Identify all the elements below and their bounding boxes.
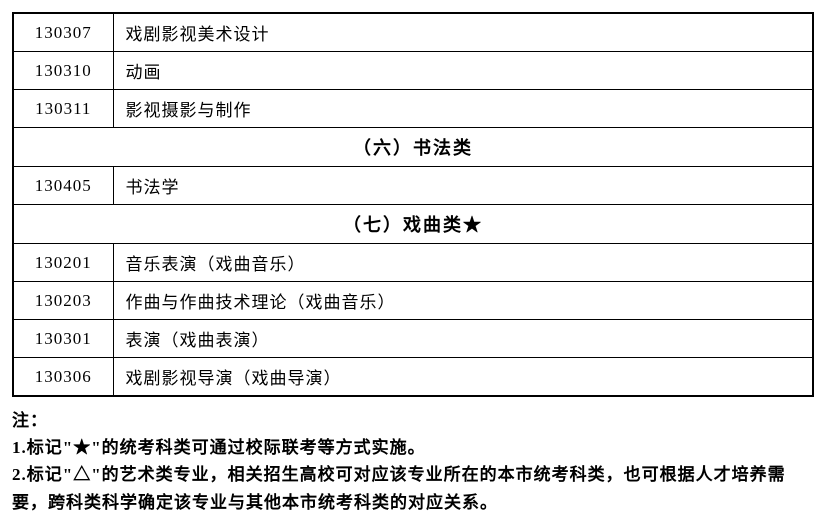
major-name: 影视摄影与制作 xyxy=(113,90,813,128)
note-line-1: 1.标记"★"的统考科类可通过校际联考等方式实施。 xyxy=(12,434,814,461)
major-code: 130301 xyxy=(13,320,113,358)
major-code: 130310 xyxy=(13,52,113,90)
major-name: 音乐表演（戏曲音乐） xyxy=(113,244,813,282)
major-name: 戏剧影视美术设计 xyxy=(113,13,813,52)
major-name: 作曲与作曲技术理论（戏曲音乐） xyxy=(113,282,813,320)
major-code: 130306 xyxy=(13,358,113,397)
note-line-2: 2.标记"△"的艺术类专业，相关招生高校可对应该专业所在的本市统考科类，也可根据… xyxy=(12,461,814,515)
category-header: （六）书法类 xyxy=(13,128,813,167)
major-code: 130311 xyxy=(13,90,113,128)
table-row: 130306 戏剧影视导演（戏曲导演） xyxy=(13,358,813,397)
category-header-row: （六）书法类 xyxy=(13,128,813,167)
major-name: 戏剧影视导演（戏曲导演） xyxy=(113,358,813,397)
table-row: 130201 音乐表演（戏曲音乐） xyxy=(13,244,813,282)
notes-section: 注： 1.标记"★"的统考科类可通过校际联考等方式实施。 2.标记"△"的艺术类… xyxy=(12,407,814,516)
notes-title: 注： xyxy=(12,407,814,434)
category-header-row: （七）戏曲类★ xyxy=(13,205,813,244)
major-name: 书法学 xyxy=(113,167,813,205)
major-name: 动画 xyxy=(113,52,813,90)
major-code: 130405 xyxy=(13,167,113,205)
table-row: 130301 表演（戏曲表演） xyxy=(13,320,813,358)
table-row: 130310 动画 xyxy=(13,52,813,90)
table-row: 130203 作曲与作曲技术理论（戏曲音乐） xyxy=(13,282,813,320)
majors-table: 130307 戏剧影视美术设计 130310 动画 130311 影视摄影与制作… xyxy=(12,12,814,397)
table-row: 130307 戏剧影视美术设计 xyxy=(13,13,813,52)
major-code: 130201 xyxy=(13,244,113,282)
major-code: 130307 xyxy=(13,13,113,52)
table-row: 130311 影视摄影与制作 xyxy=(13,90,813,128)
table-row: 130405 书法学 xyxy=(13,167,813,205)
table-body: 130307 戏剧影视美术设计 130310 动画 130311 影视摄影与制作… xyxy=(13,13,813,396)
category-header: （七）戏曲类★ xyxy=(13,205,813,244)
major-code: 130203 xyxy=(13,282,113,320)
major-name: 表演（戏曲表演） xyxy=(113,320,813,358)
